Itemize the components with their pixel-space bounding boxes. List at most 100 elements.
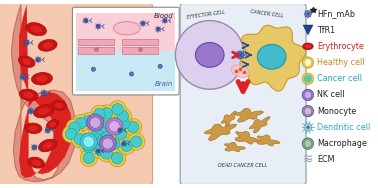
Text: TfR1: TfR1	[318, 26, 336, 35]
Circle shape	[91, 67, 96, 71]
Ellipse shape	[19, 56, 35, 67]
Circle shape	[163, 18, 167, 23]
Circle shape	[83, 116, 94, 127]
Ellipse shape	[51, 101, 67, 110]
Circle shape	[113, 125, 130, 143]
Circle shape	[87, 114, 104, 131]
Circle shape	[80, 113, 97, 130]
Circle shape	[91, 128, 103, 140]
Polygon shape	[221, 111, 236, 127]
Text: ≋: ≋	[303, 153, 313, 166]
Circle shape	[302, 57, 314, 68]
Circle shape	[93, 124, 110, 142]
Circle shape	[304, 75, 312, 83]
Circle shape	[93, 108, 105, 120]
Circle shape	[156, 27, 160, 31]
Circle shape	[91, 133, 102, 145]
Circle shape	[96, 149, 100, 153]
Text: Cancer cell: Cancer cell	[318, 74, 363, 83]
Bar	[122, 39, 158, 45]
Text: Brain: Brain	[155, 81, 174, 87]
Circle shape	[117, 111, 129, 122]
Circle shape	[125, 119, 142, 136]
Circle shape	[88, 125, 105, 143]
FancyBboxPatch shape	[0, 3, 153, 185]
Circle shape	[121, 140, 132, 152]
Bar	[122, 47, 158, 54]
Circle shape	[127, 121, 139, 133]
Circle shape	[87, 113, 104, 130]
Circle shape	[112, 104, 123, 115]
Circle shape	[28, 109, 33, 114]
Circle shape	[305, 11, 311, 17]
Text: Erythrocyte: Erythrocyte	[318, 42, 364, 51]
Polygon shape	[235, 131, 260, 144]
Ellipse shape	[26, 23, 46, 36]
Circle shape	[45, 128, 50, 133]
Circle shape	[32, 145, 37, 150]
Polygon shape	[204, 124, 237, 141]
Ellipse shape	[46, 120, 59, 130]
Circle shape	[99, 122, 116, 139]
Circle shape	[109, 101, 126, 118]
Ellipse shape	[42, 42, 53, 49]
Circle shape	[90, 117, 101, 128]
Ellipse shape	[55, 103, 63, 108]
Ellipse shape	[43, 142, 53, 149]
Circle shape	[96, 127, 108, 139]
Circle shape	[101, 132, 113, 143]
Circle shape	[91, 105, 108, 123]
Text: Healthy cell: Healthy cell	[318, 58, 365, 67]
Circle shape	[106, 118, 123, 135]
Circle shape	[122, 142, 126, 146]
Circle shape	[75, 117, 87, 129]
Polygon shape	[240, 25, 306, 91]
Circle shape	[96, 24, 100, 28]
Ellipse shape	[22, 58, 31, 65]
Circle shape	[114, 108, 132, 125]
Circle shape	[106, 136, 123, 153]
Circle shape	[36, 57, 40, 62]
Circle shape	[130, 136, 142, 147]
Ellipse shape	[31, 73, 53, 85]
Bar	[76, 13, 175, 51]
Circle shape	[302, 73, 314, 84]
Circle shape	[118, 128, 122, 132]
Circle shape	[115, 128, 127, 140]
Circle shape	[141, 21, 145, 26]
Ellipse shape	[231, 65, 249, 77]
Circle shape	[118, 118, 130, 129]
Circle shape	[65, 128, 77, 140]
Circle shape	[71, 131, 88, 148]
Circle shape	[304, 107, 312, 115]
Circle shape	[102, 124, 113, 136]
Circle shape	[83, 136, 94, 147]
Circle shape	[24, 40, 29, 45]
Ellipse shape	[195, 42, 224, 67]
Bar	[76, 51, 175, 91]
FancyBboxPatch shape	[180, 3, 306, 185]
Circle shape	[97, 120, 109, 131]
Circle shape	[20, 74, 25, 79]
Polygon shape	[249, 117, 270, 133]
Bar	[78, 39, 115, 45]
Circle shape	[304, 91, 312, 99]
Circle shape	[90, 116, 101, 127]
Circle shape	[307, 126, 309, 129]
Circle shape	[112, 152, 123, 164]
Ellipse shape	[49, 122, 56, 127]
Circle shape	[62, 125, 80, 143]
Polygon shape	[257, 135, 280, 146]
Circle shape	[108, 150, 126, 167]
Text: Blood: Blood	[154, 13, 174, 19]
Circle shape	[83, 152, 94, 164]
Polygon shape	[11, 4, 76, 182]
Circle shape	[128, 133, 145, 150]
Bar	[78, 47, 115, 54]
Ellipse shape	[19, 89, 38, 101]
Text: DEAD CANCER CELL: DEAD CANCER CELL	[218, 163, 268, 168]
Circle shape	[302, 89, 314, 101]
Circle shape	[69, 122, 80, 133]
Circle shape	[82, 136, 93, 147]
Circle shape	[115, 115, 133, 132]
